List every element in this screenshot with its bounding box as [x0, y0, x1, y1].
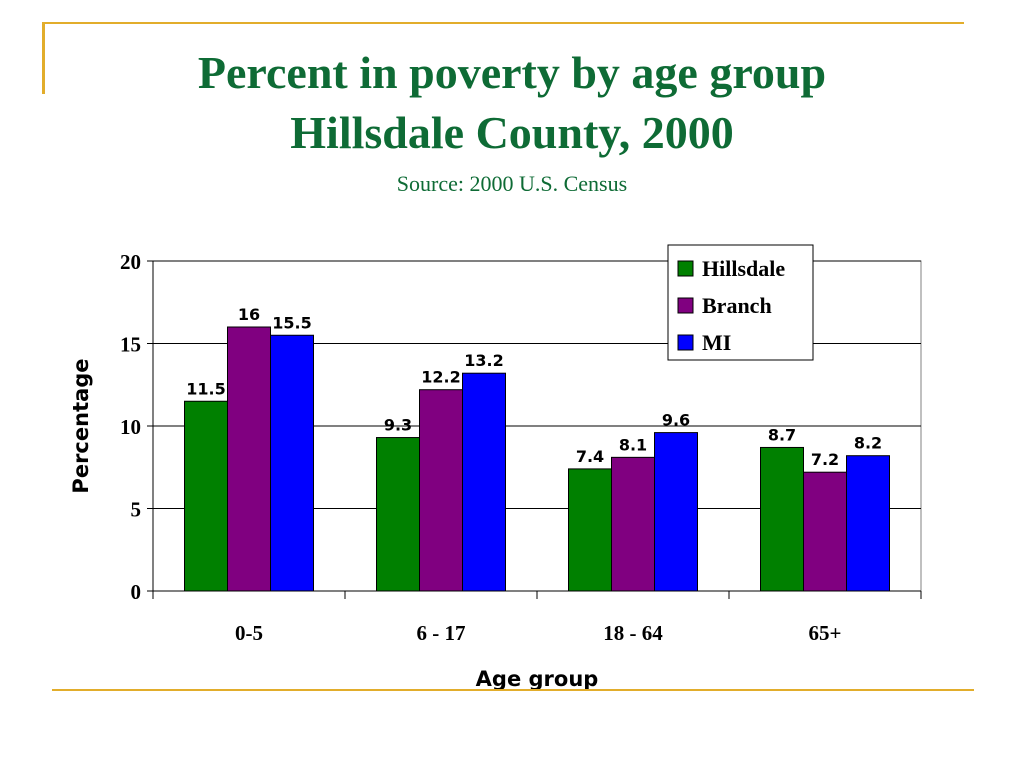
legend-label: Branch [702, 293, 772, 318]
x-tick-label: 18 - 64 [603, 621, 663, 645]
data-label: 7.2 [811, 450, 839, 469]
x-tick-label: 0-5 [235, 621, 263, 645]
bar [760, 446, 804, 592]
decorative-vertical-line [42, 22, 45, 94]
bar [184, 400, 228, 592]
data-label: 9.3 [384, 416, 412, 435]
y-tick-label: 5 [131, 498, 142, 522]
decorative-bottom-line [52, 689, 974, 691]
y-tick-label: 20 [120, 250, 141, 274]
data-label: 12.2 [421, 368, 460, 387]
data-label: 9.6 [662, 411, 690, 430]
bar [419, 389, 463, 592]
data-label: 11.5 [186, 379, 225, 398]
x-axis-title: Age group [476, 667, 599, 691]
bar [227, 326, 271, 592]
bar [462, 372, 506, 592]
y-axis-title: Percentage [69, 358, 93, 493]
data-label: 7.4 [576, 447, 604, 466]
data-label: 8.2 [854, 434, 882, 453]
slide-title-line-1: Percent in poverty by age group [197, 47, 827, 98]
decorative-top-line [42, 22, 964, 24]
y-tick-label: 0 [131, 580, 142, 604]
slide-title-line-2: Hillsdale County, 2000 [290, 107, 734, 158]
bar [611, 456, 655, 592]
data-label: 15.5 [272, 313, 311, 332]
bar [376, 437, 420, 592]
legend-swatch [677, 334, 694, 351]
legend-label: Hillsdale [702, 256, 785, 281]
y-tick-label: 10 [120, 415, 141, 439]
legend-swatch [677, 260, 694, 277]
bar [270, 334, 314, 592]
slide-subtitle: Source: 2000 U.S. Census [396, 171, 628, 196]
bar [568, 468, 612, 592]
y-tick-label: 15 [120, 333, 141, 357]
bar [846, 455, 890, 592]
bar [803, 471, 847, 592]
data-label: 13.2 [464, 351, 503, 370]
x-tick-label: 6 - 17 [417, 621, 466, 645]
bar [654, 432, 698, 592]
legend-label: MI [702, 330, 731, 355]
data-label: 8.1 [619, 435, 647, 454]
data-label: 8.7 [768, 425, 796, 444]
x-tick-label: 65+ [809, 621, 842, 645]
legend-swatch [677, 297, 694, 314]
data-label: 16 [238, 305, 260, 324]
